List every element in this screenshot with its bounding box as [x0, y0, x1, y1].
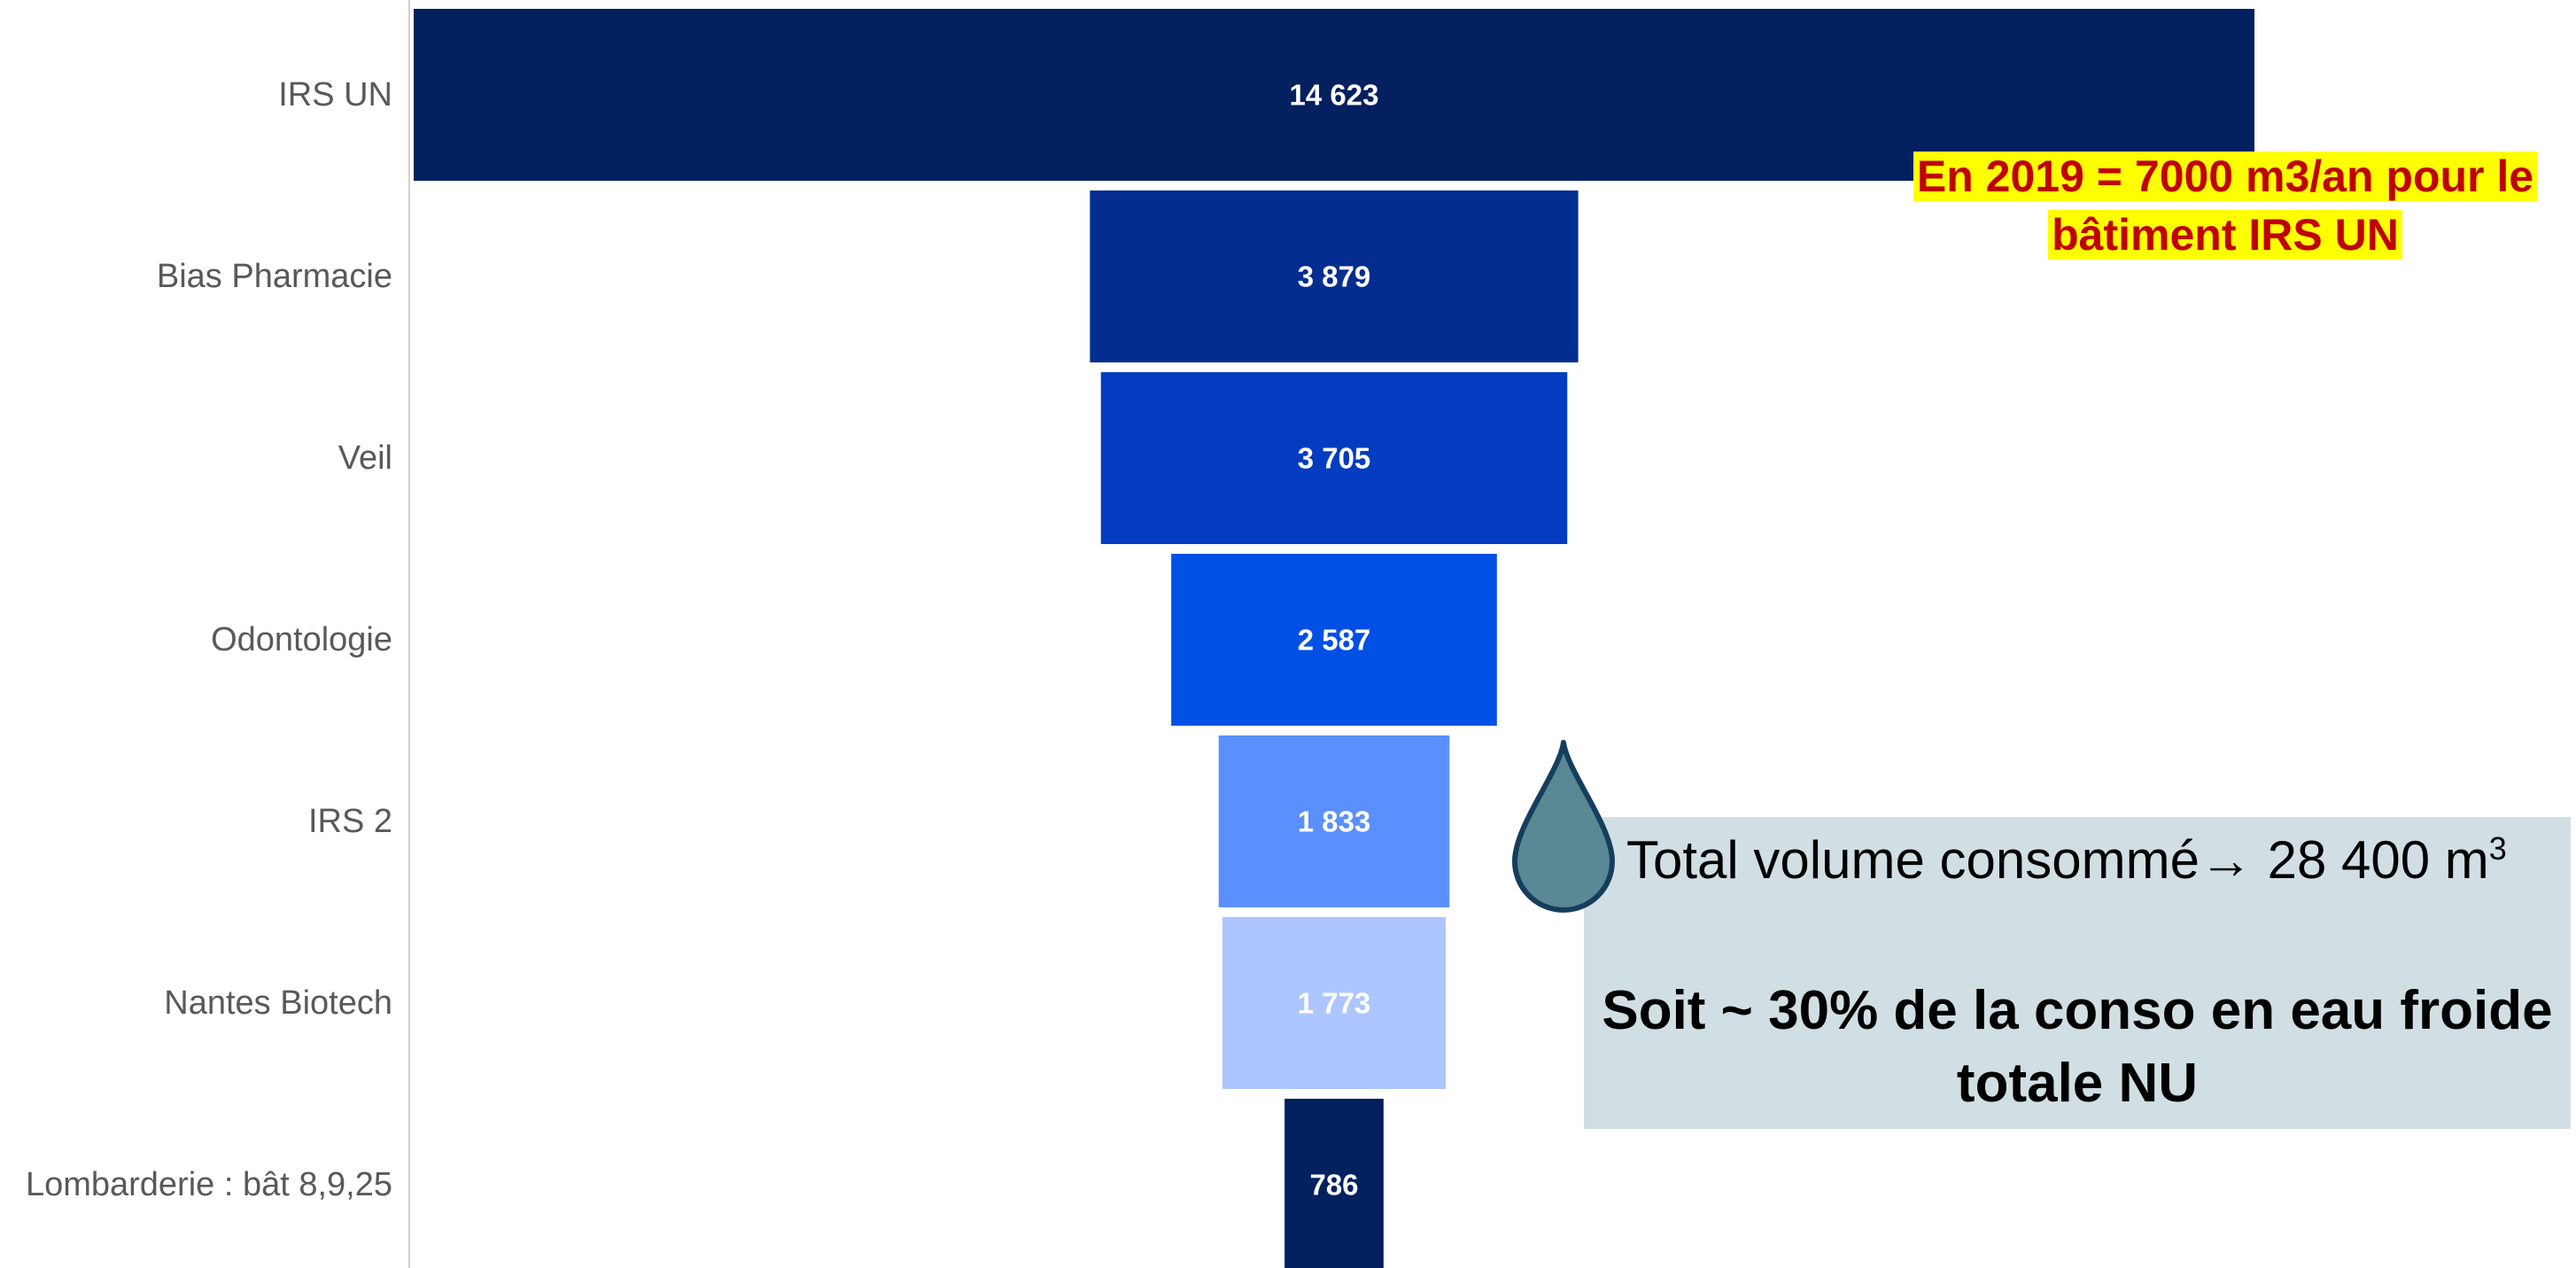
bar-value-label: 14 623 — [1290, 79, 1379, 112]
category-label: IRS 2 — [308, 803, 392, 840]
total-summary-box — [1584, 817, 2571, 1129]
funnel-bar — [1222, 917, 1446, 1089]
bar-value-label: 2 587 — [1298, 624, 1371, 657]
funnel-bar — [1100, 372, 1568, 544]
bar-value-label: 3 879 — [1298, 261, 1371, 293]
bar-value-label: 1 833 — [1298, 805, 1371, 838]
total-volume-text: Total volume consommé→ 28 400 m3 — [1626, 829, 2507, 891]
category-label: Bias Pharmacie — [157, 258, 392, 295]
bar-value-label: 1 773 — [1298, 987, 1371, 1020]
category-label: Odontologie — [211, 621, 392, 658]
annotation-2019: En 2019 = 7000 m3/an pour le bâtiment IR… — [1889, 147, 2562, 264]
funnel-bar — [1171, 554, 1497, 726]
water-drop-icon — [1512, 740, 1615, 913]
share-line2: totale NU — [1956, 1053, 2199, 1114]
bar-value-label: 3 705 — [1298, 442, 1371, 475]
total-volume-unit-exponent: 3 — [2488, 830, 2507, 867]
share-text: Soit ~ 30% de la conso en eau froide tot… — [1584, 975, 2571, 1120]
category-label: Lombarderie : bât 8,9,25 — [26, 1166, 392, 1203]
annotation-2019-line1: En 2019 = 7000 m3/an pour le — [1913, 152, 2538, 201]
category-label: IRS UN — [278, 76, 392, 113]
share-line1: Soit ~ 30% de la conso en eau froide — [1602, 980, 2553, 1041]
total-volume-label: Total volume consommé→ 28 400 m — [1626, 830, 2489, 890]
water-drop-shape — [1512, 740, 1615, 913]
funnel-bar — [1284, 1099, 1384, 1268]
bar-value-label: 786 — [1309, 1169, 1358, 1202]
funnel-bar — [1090, 191, 1579, 362]
funnel-bar — [1218, 735, 1450, 907]
annotation-2019-line2: bâtiment IRS UN — [2048, 210, 2402, 260]
category-label: Nantes Biotech — [164, 984, 392, 1022]
category-label: Veil — [338, 440, 392, 477]
